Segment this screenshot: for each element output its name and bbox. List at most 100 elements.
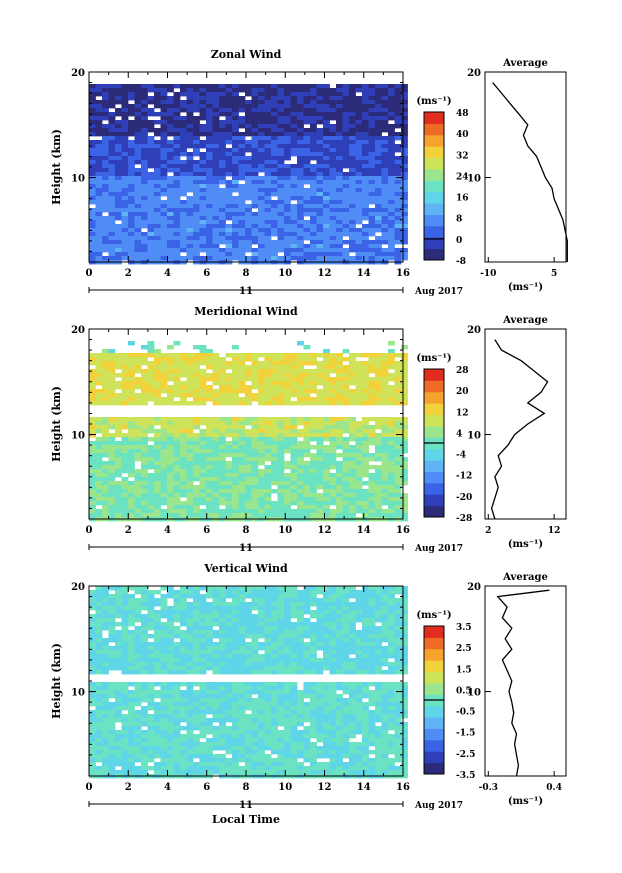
heatmap-cell bbox=[102, 497, 109, 502]
heatmap-cell bbox=[199, 100, 207, 105]
heatmap-cell bbox=[167, 236, 174, 241]
heatmap-cell bbox=[232, 505, 239, 510]
heatmap-cell bbox=[284, 232, 291, 237]
heatmap-cell bbox=[284, 176, 291, 181]
heatmap-cell bbox=[154, 642, 161, 647]
heatmap-cell bbox=[102, 108, 109, 113]
colorbar-segment bbox=[424, 471, 444, 484]
heatmap-cell bbox=[89, 104, 96, 109]
heatmap-cell bbox=[141, 646, 148, 651]
heatmap-cell bbox=[89, 594, 96, 599]
heatmap-cell bbox=[199, 184, 207, 189]
heatmap-cell bbox=[277, 445, 285, 450]
heatmap-cell bbox=[167, 112, 174, 117]
heatmap-cell bbox=[375, 84, 382, 89]
heatmap-cell bbox=[173, 425, 181, 430]
heatmap-cell bbox=[303, 188, 311, 193]
heatmap-cell bbox=[115, 228, 122, 233]
heatmap-cell bbox=[277, 437, 285, 442]
heatmap-cell bbox=[89, 477, 96, 482]
heatmap-cell bbox=[147, 136, 155, 141]
heatmap-cell bbox=[381, 493, 389, 498]
heatmap-cell bbox=[212, 606, 220, 611]
heatmap-cell bbox=[238, 509, 246, 514]
heatmap-cell bbox=[193, 614, 200, 619]
heatmap-cell bbox=[225, 256, 233, 261]
heatmap-cell bbox=[251, 594, 259, 599]
heatmap-cell bbox=[108, 602, 116, 607]
heatmap-cell bbox=[167, 369, 174, 374]
heatmap-cell bbox=[173, 614, 181, 619]
heatmap-cell bbox=[394, 192, 402, 197]
heatmap-cell bbox=[355, 240, 363, 245]
heatmap-cell bbox=[147, 634, 155, 639]
heatmap-cell bbox=[349, 389, 356, 394]
heatmap-cell bbox=[284, 88, 291, 93]
heatmap-cell bbox=[199, 124, 207, 129]
heatmap-cell bbox=[212, 244, 220, 249]
heatmap-cell bbox=[277, 220, 285, 225]
heatmap-cell bbox=[173, 240, 181, 245]
heatmap-cell bbox=[212, 421, 220, 426]
heatmap-cell bbox=[329, 108, 337, 113]
heatmap-cell bbox=[134, 497, 142, 502]
heatmap-cell bbox=[245, 148, 252, 153]
heatmap-cell bbox=[199, 92, 207, 97]
heatmap-cell bbox=[375, 373, 382, 378]
heatmap-cell bbox=[154, 634, 161, 639]
heatmap-cell bbox=[401, 96, 408, 101]
heatmap-cell bbox=[394, 433, 402, 438]
heatmap-cell bbox=[219, 188, 226, 193]
heatmap-cell bbox=[284, 646, 291, 651]
heatmap-cell bbox=[154, 240, 161, 245]
heatmap-cell bbox=[381, 618, 389, 623]
heatmap-cell bbox=[401, 353, 408, 358]
date-label: Aug 2017 bbox=[414, 544, 463, 554]
heatmap-cell bbox=[349, 497, 356, 502]
heatmap-cell bbox=[342, 634, 350, 639]
heatmap-cell bbox=[147, 369, 155, 374]
heatmap-cell bbox=[355, 489, 363, 494]
heatmap-cell bbox=[128, 453, 135, 458]
heatmap-cell bbox=[303, 433, 311, 438]
heatmap-cell bbox=[219, 377, 226, 382]
heatmap-cell bbox=[394, 252, 402, 257]
heatmap-cell bbox=[180, 614, 187, 619]
heatmap-cell bbox=[193, 92, 200, 97]
heatmap-cell bbox=[355, 393, 363, 398]
heatmap-cell bbox=[167, 224, 174, 229]
heatmap-cell bbox=[102, 481, 109, 486]
heatmap-cell bbox=[277, 421, 285, 426]
heatmap-cell bbox=[225, 120, 233, 125]
heatmap-cell bbox=[401, 232, 408, 237]
heatmap-cell bbox=[180, 654, 187, 659]
heatmap-cell bbox=[219, 128, 226, 133]
heatmap-cell bbox=[277, 630, 285, 635]
heatmap-cell bbox=[186, 84, 194, 89]
heatmap-cell bbox=[238, 212, 246, 217]
heatmap-cell bbox=[329, 630, 337, 635]
heatmap-cell bbox=[368, 389, 376, 394]
colorbar-frame bbox=[423, 111, 445, 261]
heatmap-cell bbox=[336, 626, 343, 631]
heatmap-cell bbox=[381, 84, 389, 89]
heatmap-cell bbox=[160, 361, 168, 366]
heatmap-cell bbox=[173, 357, 181, 362]
heatmap-cell bbox=[238, 144, 246, 149]
heatmap-cell bbox=[128, 373, 135, 378]
heatmap-cell bbox=[290, 417, 298, 422]
heatmap-cell bbox=[323, 168, 330, 173]
heatmap-cell bbox=[310, 212, 317, 217]
heatmap-cell bbox=[264, 208, 272, 213]
heatmap-cell bbox=[381, 477, 389, 482]
heatmap-cell bbox=[362, 84, 369, 89]
heatmap-cell bbox=[264, 441, 272, 446]
heatmap-cell bbox=[141, 389, 148, 394]
heatmap-cell bbox=[316, 638, 324, 643]
heatmap-cell bbox=[297, 465, 304, 470]
heatmap-cell bbox=[95, 361, 103, 366]
heatmap-cell bbox=[115, 124, 122, 129]
heatmap-cell bbox=[355, 437, 363, 442]
heatmap-cell bbox=[147, 180, 155, 185]
heatmap-cell bbox=[349, 220, 356, 225]
